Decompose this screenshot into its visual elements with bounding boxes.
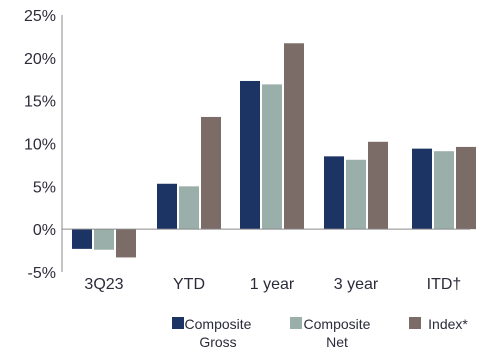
bar-ytd-series-1	[179, 186, 199, 230]
bar-ytd-series-0	[157, 183, 177, 230]
bar-3q23-series-0	[72, 229, 92, 249]
bars-group	[72, 43, 476, 258]
y-tick-label: 25%	[24, 8, 56, 25]
bar-3year-series-2	[368, 141, 388, 230]
y-tick-labels: -5% 0% 5% 10% 15% 20% 25%	[24, 8, 56, 282]
bar-1year-series-1	[262, 84, 282, 230]
axes-group	[61, 15, 470, 272]
y-tick-label: 15%	[24, 94, 56, 111]
x-tick-labels: 3Q23 YTD 1 year 3 year ITD†	[84, 276, 461, 293]
bar-ytd-series-2	[201, 116, 221, 230]
x-tick-label: 3 year	[334, 276, 379, 293]
bar-1year-series-2	[284, 43, 304, 230]
bar-3year-series-0	[324, 156, 344, 230]
x-tick-label: 1 year	[250, 276, 295, 293]
legend-label: Index*	[428, 316, 468, 332]
bar-itd-series-1	[434, 151, 454, 230]
y-tick-label: -5%	[28, 265, 56, 282]
bar-itd-series-0	[412, 148, 432, 230]
bar-3q23-series-2	[116, 229, 136, 258]
legend-swatch	[290, 317, 302, 329]
y-tick-label: 10%	[24, 137, 56, 154]
legend-swatch	[409, 317, 421, 329]
y-tick-label: 20%	[24, 51, 56, 68]
bar-3year-series-1	[346, 159, 366, 230]
legend-label: Composite Gross	[185, 316, 252, 350]
bar-1year-series-0	[240, 80, 260, 230]
bar-3q23-series-1	[94, 229, 114, 250]
x-tick-label: YTD	[173, 276, 205, 293]
x-tick-label: 3Q23	[84, 276, 123, 293]
y-tick-label: 5%	[33, 179, 56, 196]
legend: Composite Gross Composite Net Index*	[172, 316, 468, 350]
legend-swatch	[172, 317, 184, 329]
legend-label: Composite Net	[304, 316, 371, 350]
x-tick-label: ITD†	[427, 276, 462, 293]
y-tick-label: 0%	[33, 222, 56, 239]
bar-itd-series-2	[456, 146, 476, 230]
